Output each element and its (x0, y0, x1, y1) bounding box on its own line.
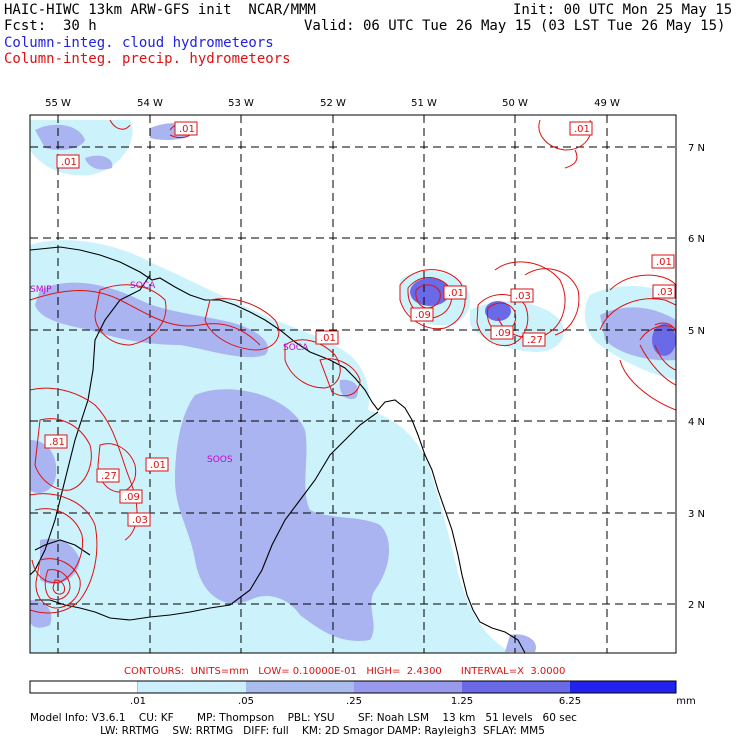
lat-label: 5 N (688, 326, 705, 337)
svg-text:.01: .01 (320, 333, 336, 344)
colorbar-unit: mm (676, 696, 695, 707)
contour-label: .09 (490, 325, 514, 340)
station-label: SMJP (30, 285, 52, 295)
contour-label: .81 (44, 434, 68, 449)
map-title: HAIC-HIWC 13km ARW-GFS init NCAR/MMM (4, 2, 316, 18)
init-time: Init: 00 UTC Mon 25 May 15 (513, 2, 733, 18)
lat-label: 3 N (688, 509, 705, 520)
svg-text:.09: .09 (124, 492, 140, 503)
legend-cloud: Column-integ. cloud hydrometeors (4, 35, 274, 51)
lat-label: 2 N (688, 600, 705, 611)
contour-label: .27 (96, 468, 120, 483)
lon-label: 51 W (411, 98, 437, 109)
contour-label: .03 (127, 512, 151, 527)
contour-label: .27 (522, 332, 546, 347)
svg-text:.09: .09 (415, 310, 431, 321)
contour-label: .03 (652, 284, 676, 299)
lat-axis: 7 N 6 N 5 N 4 N 3 N 2 N (688, 143, 705, 611)
colorbar-tick: 6.25 (559, 696, 581, 707)
colorbar-tick: .05 (238, 696, 254, 707)
svg-text:.01: .01 (150, 460, 166, 471)
lon-label: 53 W (228, 98, 254, 109)
colorbar-tick: .25 (346, 696, 362, 707)
map-frame (29, 114, 677, 654)
legend-precip: Column-integ. precip. hydrometeors (4, 51, 291, 67)
svg-text:.09: .09 (495, 328, 511, 339)
lon-label: 50 W (502, 98, 528, 109)
lat-label: 7 N (688, 143, 705, 154)
lon-label: 55 W (45, 98, 71, 109)
svg-text:.03: .03 (657, 287, 673, 298)
lon-label: 54 W (137, 98, 163, 109)
contour-label: .01 (145, 457, 169, 472)
contour-label: .01 (569, 121, 593, 136)
lon-label: 52 W (320, 98, 346, 109)
map-field: SMJP SOCA SOCA SOOS .01 .01 .01 .01 .01 … (30, 115, 676, 653)
contour-info: CONTOURS: UNITS=mm LOW= 0.10000E-01 HIGH… (124, 666, 566, 677)
lon-axis: 55 W 54 W 53 W 52 W 51 W 50 W 49 W (45, 98, 620, 109)
station-label: SOCA (130, 281, 156, 291)
station-label: SOOS (207, 455, 233, 465)
svg-text:.01: .01 (574, 124, 590, 135)
model-info-line1: Model Info: V3.6.1 CU: KF MP: Thompson P… (30, 712, 577, 724)
colorbar: .01 .05 .25 1.25 6.25 mm (29, 680, 696, 707)
svg-text:.27: .27 (527, 335, 543, 346)
svg-text:.27: .27 (101, 471, 117, 482)
lat-label: 6 N (688, 234, 705, 245)
svg-text:.81: .81 (49, 437, 65, 448)
stations: SMJP SOCA SOCA SOOS (30, 281, 309, 465)
contour-label: .01 (651, 254, 675, 269)
lat-label: 4 N (688, 417, 705, 428)
contour-label: .09 (119, 489, 143, 504)
contour-label: .01 (56, 154, 80, 169)
svg-text:.01: .01 (179, 124, 195, 135)
colorbar-tick: .01 (130, 696, 146, 707)
contour-label: .01 (174, 121, 198, 136)
contour-label: .09 (410, 307, 434, 322)
contour-label: .01 (315, 330, 339, 345)
contour-label: .03 (510, 288, 534, 303)
svg-text:.03: .03 (515, 291, 531, 302)
svg-text:.01: .01 (656, 257, 672, 268)
valid-time: Valid: 06 UTC Tue 26 May 15 (03 LST Tue … (304, 18, 726, 34)
contour-label: .01 (443, 285, 467, 300)
svg-text:.03: .03 (132, 515, 148, 526)
cloud-mid-shading (30, 123, 676, 652)
contour-value-labels: .01 .01 .01 .01 .01 .01 .03 .09 .09 .27 … (44, 121, 676, 527)
lon-label: 49 W (594, 98, 620, 109)
model-info-line2: LW: RRTMG SW: RRTMG DIFF: full KM: 2D Sm… (30, 725, 545, 737)
forecast-hour: Fcst: 30 h (4, 18, 97, 34)
colorbar-tick: 1.25 (451, 696, 473, 707)
station-label: SOCA (283, 343, 309, 353)
svg-text:.01: .01 (448, 288, 464, 299)
svg-text:.01: .01 (61, 157, 77, 168)
